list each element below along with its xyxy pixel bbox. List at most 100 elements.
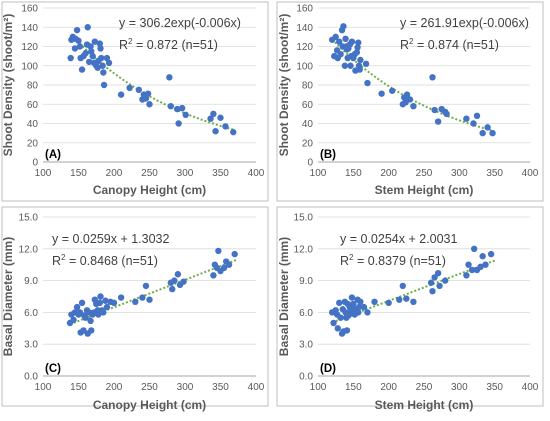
data-point [350, 300, 357, 308]
x-tick-label: 400 [522, 382, 539, 393]
x-tick-label: 350 [486, 382, 503, 393]
data-point [332, 33, 339, 41]
x-tick-label: 150 [345, 168, 362, 179]
data-point [410, 102, 417, 110]
data-point [85, 58, 93, 66]
data-point [84, 24, 91, 31]
data-point [347, 62, 354, 69]
x-tick-label: 300 [451, 382, 468, 393]
data-point [231, 250, 238, 258]
trend-equation: y = 0.0254x + 2.0031 [340, 232, 458, 246]
data-point [73, 303, 81, 311]
y-tick-label: 120 [21, 42, 38, 53]
data-point [96, 299, 104, 307]
y-tick-label: 140 [296, 23, 313, 34]
x-tick-label: 100 [310, 168, 327, 179]
x-tick-label: 100 [310, 382, 327, 393]
x-tick-label: 250 [141, 382, 158, 393]
data-point [342, 35, 349, 42]
y-tick-label: 3.0 [299, 340, 313, 351]
x-tick-label: 300 [451, 168, 468, 179]
panel-label: (B) [320, 149, 336, 161]
y-tick-label: 0 [307, 158, 313, 169]
data-point [105, 59, 113, 67]
data-point [355, 39, 362, 46]
y-tick-label: 3.0 [24, 340, 38, 351]
data-point [443, 110, 450, 118]
y-tick-label: 0.0 [299, 372, 313, 383]
data-point [429, 74, 436, 81]
trend-equation: y = 261.91exp(-0.006x) [400, 16, 529, 30]
x-axis-title: Stem Height (cm) [375, 398, 474, 412]
data-point [348, 38, 356, 45]
x-tick-label: 150 [70, 382, 87, 393]
data-point [353, 49, 361, 56]
data-point [479, 253, 486, 260]
r-squared-superscript: 2 [61, 253, 66, 262]
r-squared-value: = 0.872 (n=51) [132, 38, 217, 52]
data-point [97, 45, 104, 52]
x-tick-label: 200 [106, 168, 123, 179]
y-axis-title: Shoot Density (shoot/m²) [1, 14, 15, 157]
x-tick-label: 200 [380, 168, 397, 179]
y-axis-title: Shoot Density (shoot/m²) [277, 14, 291, 157]
r-squared-symbol: R [340, 254, 349, 268]
data-point [117, 91, 125, 98]
r-squared-symbol: R [119, 38, 128, 52]
data-point [67, 54, 74, 62]
data-point [87, 43, 94, 50]
y-tick-label: 40 [302, 119, 314, 130]
x-tick-label: 300 [177, 168, 194, 179]
data-point [78, 66, 86, 73]
data-point [146, 296, 153, 303]
data-point [354, 44, 361, 51]
y-tick-label: 140 [21, 23, 38, 34]
data-point [473, 112, 481, 120]
data-point [442, 277, 449, 284]
data-point [169, 285, 176, 293]
y-axis-title: Basal Diameter (mm) [277, 237, 291, 356]
x-axis-title: Canopy Height (cm) [93, 183, 206, 197]
r-squared: R2 = 0.872 (n=51) [119, 37, 218, 52]
panel-frame [1, 1, 269, 202]
y-tick-label: 20 [302, 138, 314, 149]
data-point [207, 115, 214, 122]
data-point [99, 62, 106, 69]
panel-label: (C) [45, 363, 61, 375]
data-point [103, 54, 111, 62]
data-point [477, 263, 484, 271]
data-point [434, 269, 442, 277]
y-tick-label: 20 [27, 138, 39, 149]
x-tick-label: 250 [416, 382, 433, 393]
y-tick-label: 15.0 [294, 213, 314, 224]
data-point [431, 274, 438, 281]
data-point [429, 288, 436, 295]
y-tick-label: 12.0 [294, 244, 314, 255]
data-point [479, 129, 486, 137]
data-point [364, 79, 371, 87]
data-point [427, 279, 435, 286]
x-tick-label: 300 [177, 382, 194, 393]
y-tick-label: 80 [302, 81, 314, 92]
y-tick-label: 6.0 [24, 308, 38, 319]
data-point [348, 294, 356, 301]
x-axis-title: Stem Height (cm) [375, 183, 474, 197]
y-tick-label: 100 [21, 61, 38, 72]
data-point [463, 272, 470, 279]
x-tick-label: 400 [248, 382, 265, 393]
data-point [132, 298, 139, 305]
data-point [166, 74, 173, 81]
data-point [171, 277, 178, 284]
data-point [82, 314, 89, 321]
data-point [144, 90, 152, 97]
data-point [142, 95, 150, 102]
data-point [337, 51, 344, 58]
data-point [399, 282, 406, 290]
data-point [142, 282, 150, 290]
data-point [470, 245, 478, 252]
data-point [78, 299, 86, 307]
data-point [389, 87, 396, 94]
data-point [178, 104, 186, 112]
x-tick-label: 350 [212, 382, 229, 393]
